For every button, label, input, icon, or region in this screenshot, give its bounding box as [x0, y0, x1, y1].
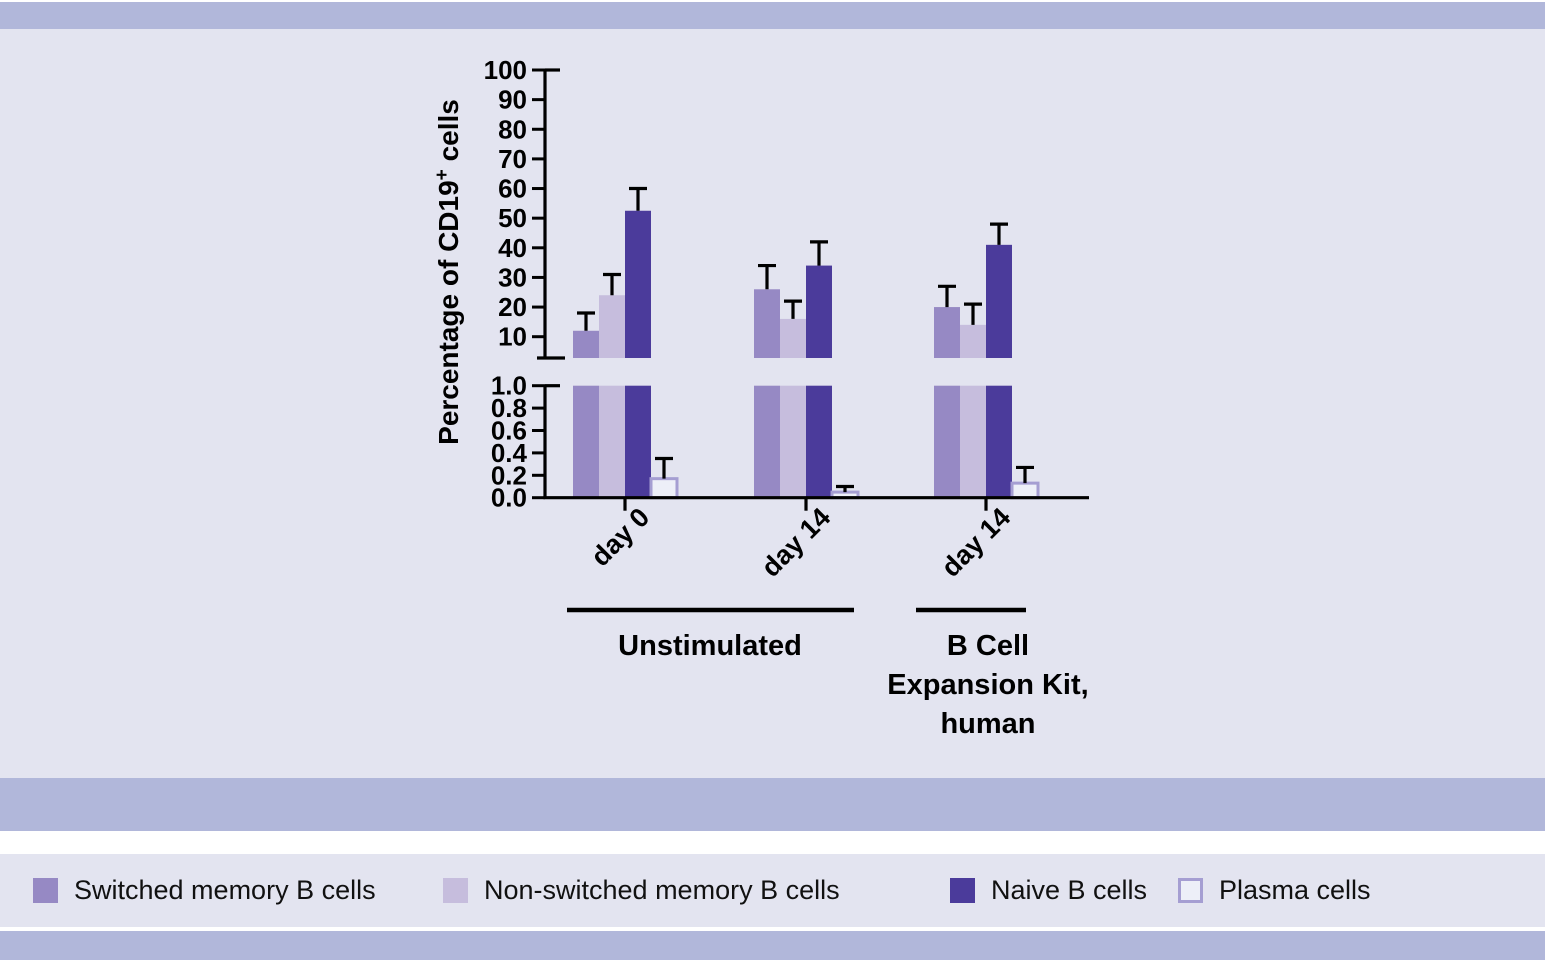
legend-item-switched-memory: Switched memory B cells — [33, 854, 376, 927]
group-header-label: Unstimulated — [618, 630, 802, 662]
x-tick-label: day 0 — [585, 502, 655, 572]
bar-top-segment — [986, 244, 1012, 358]
group-header-label: Expansion Kit, — [887, 669, 1088, 701]
legend-swatch-plasma — [1178, 878, 1203, 903]
error-bar — [603, 272, 621, 296]
y-tick-label: 0.4 — [491, 438, 528, 468]
bar-top-segment — [934, 307, 960, 358]
bar-bottom-segment — [754, 385, 780, 498]
middle-color-band — [0, 778, 1545, 831]
bar-top-segment — [806, 265, 832, 358]
error-bar — [577, 311, 595, 331]
y-axis-ticks — [532, 68, 545, 500]
legend-label: Plasma cells — [1219, 875, 1371, 905]
y-tick-label: 0.8 — [491, 393, 527, 423]
legend-label: Naive B cells — [991, 875, 1148, 905]
bar-bottom-segment — [934, 385, 960, 498]
bar-bottom-segment — [806, 385, 832, 498]
y-axis — [537, 68, 565, 498]
legend-swatch-non-switched-memory — [443, 878, 468, 903]
error-bar — [810, 240, 828, 266]
bar-bottom-segment — [649, 477, 679, 500]
y-tick-label: 30 — [498, 262, 527, 292]
y-axis-title: Percentage of CD19+ cells — [432, 99, 464, 445]
y-tick-label: 50 — [498, 203, 527, 233]
bar-bottom-segment — [780, 385, 806, 498]
error-bar — [1016, 465, 1034, 484]
bar-top-segment — [573, 330, 599, 358]
legend: Switched memory B cells Non-switched mem… — [0, 854, 1545, 927]
legend-swatch-naive — [950, 878, 975, 903]
error-bar — [836, 484, 854, 493]
x-tick-label: day 14 — [936, 502, 1017, 583]
y-tick-label: 1.0 — [491, 371, 527, 401]
y-tick-label: 10 — [498, 322, 527, 352]
y-tick-label: 0.6 — [491, 416, 527, 446]
x-axis-labels: day 0 day 14 day 14 — [585, 502, 1016, 583]
series-3 — [625, 210, 1012, 498]
y-tick-label: 0.0 — [491, 483, 527, 513]
error-bar — [964, 302, 982, 325]
y-tick-label: 90 — [498, 85, 527, 115]
group-headers: Unstimulated B Cell Expansion Kit, human — [567, 607, 1089, 740]
top-color-band — [0, 2, 1545, 29]
bar-bottom-segment — [1010, 481, 1040, 500]
bar-bottom-segment — [573, 385, 599, 498]
series-2 — [599, 295, 986, 498]
bottom-color-band — [0, 931, 1545, 960]
error-bar — [784, 299, 802, 319]
y-tick-label: 40 — [498, 233, 527, 263]
error-bar — [655, 456, 673, 479]
error-bar — [758, 263, 776, 290]
error-bars-group — [577, 186, 1034, 493]
bar-top-segment — [754, 289, 780, 358]
y-tick-label: 80 — [498, 114, 527, 144]
bar-top-segment — [960, 324, 986, 358]
group-header-label: B Cell — [947, 630, 1029, 662]
legend-swatch-switched-memory — [33, 878, 58, 903]
error-bar — [629, 186, 647, 211]
bar-top-segment — [780, 318, 806, 358]
y-tick-label: 70 — [498, 144, 527, 174]
series-1 — [573, 289, 960, 498]
x-tick-label: day 14 — [756, 502, 837, 583]
legend-item-non-switched-memory: Non-switched memory B cells — [443, 854, 840, 927]
error-bar — [990, 222, 1008, 245]
bar-bottom-segment — [986, 385, 1012, 498]
legend-item-naive: Naive B cells — [950, 854, 1147, 927]
group-header-label: human — [940, 708, 1035, 740]
bar-top-segment — [625, 210, 651, 358]
legend-label: Non-switched memory B cells — [484, 875, 840, 905]
separator-strip — [0, 831, 1545, 854]
bar-bottom-segment — [625, 385, 651, 498]
error-bar — [938, 284, 956, 308]
x-axis-ticks — [623, 497, 988, 511]
bars-group — [573, 210, 1040, 500]
bar-bottom-segment — [599, 385, 625, 498]
bar-top-segment — [599, 295, 625, 358]
legend-item-plasma: Plasma cells — [1178, 854, 1371, 927]
y-tick-label: 20 — [498, 292, 527, 322]
chart-area: 10 20 30 40 50 60 70 80 90 100 0.0 0.2 0.4 0.6 0.8 1.0 d… — [0, 29, 1545, 778]
legend-label: Switched memory B cells — [74, 875, 376, 905]
separator-strip — [0, 927, 1545, 931]
y-tick-label: 0.2 — [491, 460, 527, 490]
bar-bottom-segment — [960, 385, 986, 498]
y-tick-label: 100 — [484, 55, 527, 85]
y-tick-label: 60 — [498, 174, 527, 204]
